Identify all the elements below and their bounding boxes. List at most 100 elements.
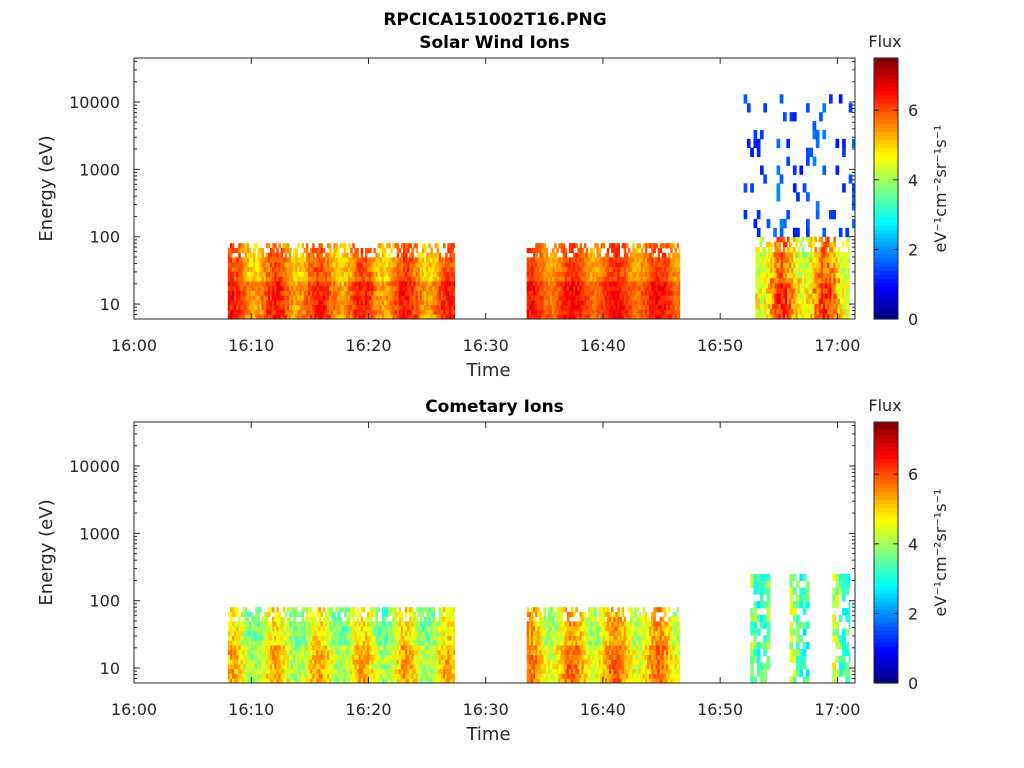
spectrogram-cell xyxy=(286,626,290,632)
spectrogram-cell xyxy=(848,272,850,279)
spectrogram-cell xyxy=(566,257,570,263)
spectrogram-cell xyxy=(381,304,385,310)
spectrogram-cell xyxy=(666,314,669,320)
spectrogram-cell xyxy=(827,252,830,258)
spectrogram-cell xyxy=(797,267,801,274)
spectrogram-cell xyxy=(242,645,246,651)
spectrogram-cell xyxy=(539,295,542,301)
spectrogram-cell xyxy=(424,257,427,263)
spectrogram-cell xyxy=(276,668,279,674)
spectrogram-cell xyxy=(246,309,250,315)
spectrogram-cell xyxy=(234,300,237,306)
spectrogram-cell xyxy=(621,300,625,306)
spectrogram-cell xyxy=(297,295,300,301)
spectrogram-cell xyxy=(316,309,319,315)
spectrogram-cell xyxy=(236,285,239,291)
spectrogram-cell xyxy=(310,262,313,268)
spectrogram-cell xyxy=(552,276,555,282)
spectrogram-cell xyxy=(562,309,566,315)
spectrogram-cell xyxy=(335,271,338,277)
x-tick-label: 16:40 xyxy=(580,336,626,355)
spectrogram-cell xyxy=(236,276,239,282)
spectrogram-cell xyxy=(238,635,241,641)
spectrogram-cell xyxy=(305,314,309,320)
spectrogram-cell xyxy=(573,257,576,263)
spectrogram-cell xyxy=(379,243,383,249)
spectrogram-cell xyxy=(329,649,332,655)
spectrogram-cell xyxy=(352,654,355,660)
spectrogram-cell xyxy=(265,678,269,684)
spectrogram-cell xyxy=(303,645,307,651)
spectrogram-cell xyxy=(537,281,540,287)
spectrogram-cell xyxy=(402,295,406,301)
spectrogram-cell xyxy=(545,276,549,282)
spectrogram-cell xyxy=(308,262,311,268)
spectrogram-cell xyxy=(445,290,448,296)
spectrogram-cell xyxy=(621,262,625,268)
spectrogram-cell xyxy=(240,281,243,287)
spectrogram-cell xyxy=(577,309,580,315)
spectrogram-cell xyxy=(417,649,421,655)
spectrogram-cell xyxy=(799,283,803,289)
spectrogram-cell xyxy=(676,285,680,291)
spectrogram-cell xyxy=(827,298,830,304)
colorbar-segment xyxy=(874,102,898,108)
spectrogram-cell xyxy=(248,664,252,670)
spectrogram-cell xyxy=(848,103,853,113)
spectrogram-cell xyxy=(825,247,828,253)
spectrogram-cell xyxy=(286,664,290,670)
spectrogram-cell xyxy=(308,616,311,622)
spectrogram-cell xyxy=(812,303,815,310)
spectrogram-cell xyxy=(259,635,262,641)
spectrogram-cell xyxy=(434,243,438,249)
spectrogram-cell xyxy=(270,276,273,282)
spectrogram-cell xyxy=(263,659,267,665)
spectrogram-cell xyxy=(539,281,542,287)
spectrogram-cell xyxy=(265,285,269,291)
spectrogram-cell xyxy=(801,252,805,258)
spectrogram-cell xyxy=(577,295,580,301)
spectrogram-cell xyxy=(619,309,623,315)
spectrogram-cell xyxy=(354,266,357,272)
spectrogram-cell xyxy=(409,304,412,310)
spectrogram-cell xyxy=(234,281,237,287)
spectrogram-cell xyxy=(327,314,330,320)
spectrogram-cell xyxy=(405,248,408,254)
spectrogram-cell xyxy=(417,285,421,291)
spectrogram-cell xyxy=(331,309,334,315)
spectrogram-cell xyxy=(842,183,846,193)
spectrogram-cell xyxy=(276,612,279,618)
spectrogram-cell xyxy=(377,285,381,291)
spectrogram-cell xyxy=(541,285,544,291)
spectrogram-cell xyxy=(308,266,311,272)
spectrogram-cell xyxy=(579,304,582,310)
spectrogram-cell xyxy=(267,295,271,301)
spectrogram-cell xyxy=(240,262,243,268)
colorbar-segment xyxy=(874,106,898,112)
spectrogram-cell xyxy=(291,607,294,613)
spectrogram-cell xyxy=(801,313,805,320)
spectrogram-cell xyxy=(812,288,815,294)
colorbar-segment xyxy=(874,221,898,226)
spectrogram-cell xyxy=(678,252,681,258)
spectrogram-cell xyxy=(341,630,345,636)
spectrogram-cell xyxy=(829,298,832,304)
spectrogram-cell xyxy=(246,630,250,636)
spectrogram-cell xyxy=(763,257,767,263)
spectrogram-cell xyxy=(432,304,435,310)
spectrogram-cell xyxy=(305,673,309,679)
spectrogram-cell xyxy=(352,304,355,310)
spectrogram-cell xyxy=(339,257,343,263)
spectrogram-cell xyxy=(310,659,313,665)
spectrogram-cell xyxy=(341,607,345,613)
spectrogram-cell xyxy=(411,649,414,655)
spectrogram-cell xyxy=(293,252,296,258)
spectrogram-cell xyxy=(265,659,269,665)
spectrogram-cell xyxy=(443,276,446,282)
spectrogram-cell xyxy=(236,612,239,618)
spectrogram-cell xyxy=(398,654,402,660)
spectrogram-cell xyxy=(358,304,362,310)
spectrogram-cell xyxy=(305,257,309,263)
spectrogram-cell xyxy=(443,290,446,296)
spectrogram-cell xyxy=(270,252,273,258)
